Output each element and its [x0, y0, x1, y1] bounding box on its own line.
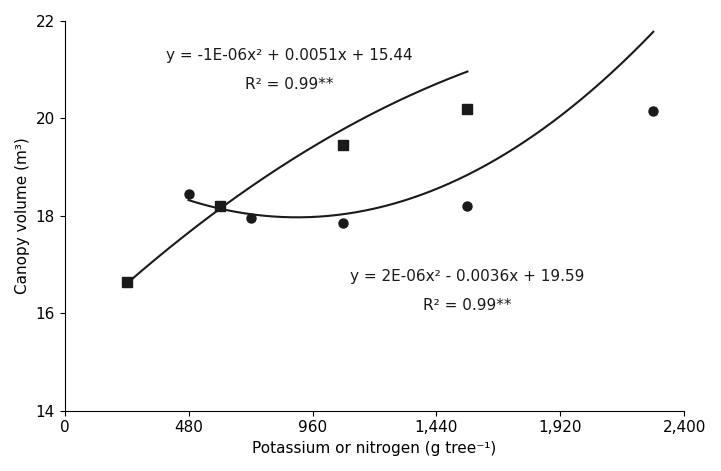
X-axis label: Potassium or nitrogen (g tree⁻¹): Potassium or nitrogen (g tree⁻¹) — [252, 441, 497, 456]
Text: y = -1E-06x² + 0.0051x + 15.44: y = -1E-06x² + 0.0051x + 15.44 — [166, 48, 412, 63]
Text: R² = 0.99**: R² = 0.99** — [245, 77, 334, 92]
Text: y = 2E-06x² - 0.0036x + 19.59: y = 2E-06x² - 0.0036x + 19.59 — [350, 269, 585, 284]
Y-axis label: Canopy volume (m³): Canopy volume (m³) — [15, 138, 30, 294]
Text: R² = 0.99**: R² = 0.99** — [423, 299, 512, 314]
